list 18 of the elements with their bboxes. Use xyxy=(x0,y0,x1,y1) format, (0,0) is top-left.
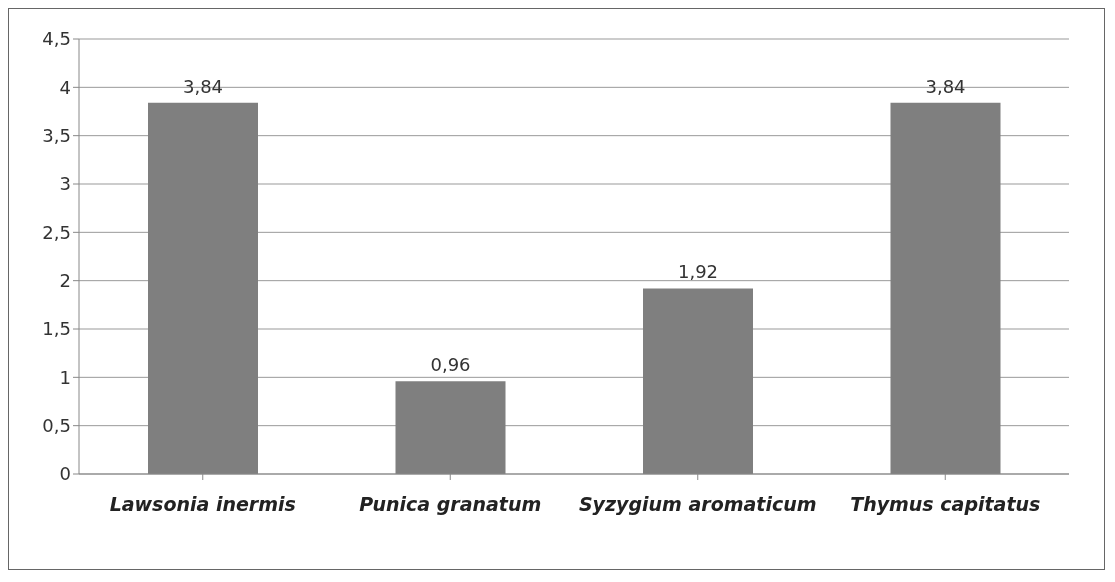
y-tick-label: 0 xyxy=(59,463,71,485)
y-tick-label: 2,5 xyxy=(42,221,71,243)
y-tick-label: 3 xyxy=(59,173,71,195)
data-label: 1,92 xyxy=(677,261,719,283)
y-tick-label: 1 xyxy=(59,366,71,388)
y-tick-label: 0,5 xyxy=(42,415,71,437)
x-tick-label: Syzygium aromaticum xyxy=(578,493,817,516)
y-tick-label: 4,5 xyxy=(42,28,71,50)
data-label: 3,84 xyxy=(925,75,966,97)
y-tick-label: 2 xyxy=(59,270,71,292)
data-label: 0,96 xyxy=(430,354,471,376)
y-tick-label: 1,5 xyxy=(42,318,71,340)
x-tick-label: Thymus capitatus xyxy=(850,493,1041,516)
data-label: 3,84 xyxy=(182,75,224,97)
y-tick-label: 3,5 xyxy=(42,125,71,147)
y-tick-label: 4 xyxy=(59,76,71,98)
x-tick-label: Punica granatum xyxy=(359,493,542,516)
x-tick-label: Lawsonia inermis xyxy=(109,493,296,516)
